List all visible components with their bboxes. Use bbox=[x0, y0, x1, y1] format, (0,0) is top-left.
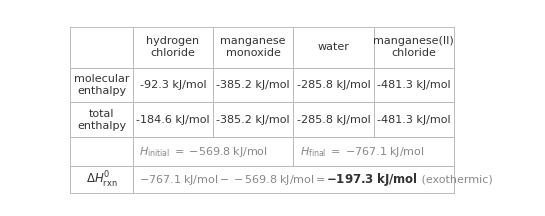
Text: water: water bbox=[317, 42, 349, 52]
Text: manganese(II)
chloride: manganese(II) chloride bbox=[373, 36, 454, 58]
Text: -481.3 kJ/mol: -481.3 kJ/mol bbox=[377, 80, 450, 90]
Text: -385.2 kJ/mol: -385.2 kJ/mol bbox=[216, 115, 290, 125]
Text: total
enthalpy: total enthalpy bbox=[77, 109, 126, 131]
Text: $\mathbf{-197.3\;kJ/mol}$: $\mathbf{-197.3\;kJ/mol}$ bbox=[326, 171, 418, 188]
Text: molecular
enthalpy: molecular enthalpy bbox=[74, 74, 129, 96]
Text: hydrogen
chloride: hydrogen chloride bbox=[146, 36, 199, 58]
Text: (exothermic): (exothermic) bbox=[418, 175, 493, 185]
Text: -285.8 kJ/mol: -285.8 kJ/mol bbox=[296, 115, 370, 125]
Text: -285.8 kJ/mol: -285.8 kJ/mol bbox=[296, 80, 370, 90]
Text: manganese
monoxide: manganese monoxide bbox=[220, 36, 286, 58]
Text: $\mathit{H}_{\mathrm{initial}}$$\; =\; $$-569.8\;\mathrm{kJ/mol}$: $\mathit{H}_{\mathrm{initial}}$$\; =\; $… bbox=[139, 145, 268, 159]
Text: -184.6 kJ/mol: -184.6 kJ/mol bbox=[136, 115, 210, 125]
Text: -385.2 kJ/mol: -385.2 kJ/mol bbox=[216, 80, 290, 90]
Text: $\Delta H^0_{\mathrm{rxn}}$: $\Delta H^0_{\mathrm{rxn}}$ bbox=[86, 170, 117, 190]
Text: $\mathit{H}_{\mathrm{final}}$$\; =\; $$-767.1\;\mathrm{kJ/mol}$: $\mathit{H}_{\mathrm{final}}$$\; =\; $$-… bbox=[300, 145, 424, 159]
Text: -92.3 kJ/mol: -92.3 kJ/mol bbox=[140, 80, 206, 90]
Text: $-767.1\;\mathrm{kJ/mol} - -569.8\;\mathrm{kJ/mol} = $: $-767.1\;\mathrm{kJ/mol} - -569.8\;\math… bbox=[139, 173, 326, 187]
Text: -481.3 kJ/mol: -481.3 kJ/mol bbox=[377, 115, 450, 125]
